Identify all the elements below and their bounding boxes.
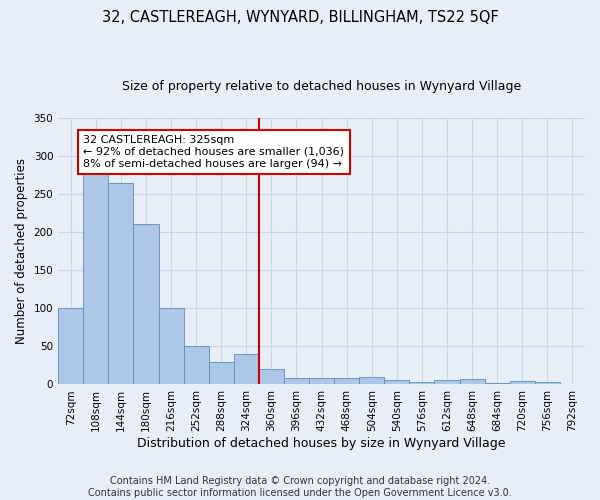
Bar [485,383,510,384]
Bar [359,377,385,384]
Bar [460,379,485,384]
Text: Contains HM Land Registry data © Crown copyright and database right 2024.
Contai: Contains HM Land Registry data © Crown c… [88,476,512,498]
X-axis label: Distribution of detached houses by size in Wynyard Village: Distribution of detached houses by size … [137,437,506,450]
Bar [284,378,309,384]
Bar [309,378,334,384]
Bar [158,308,184,384]
Bar [209,362,234,384]
Bar [434,380,460,384]
Bar [184,346,209,385]
Bar [83,166,109,384]
Bar [334,378,359,384]
Bar [385,380,409,384]
Bar [109,182,133,384]
Bar [510,382,535,384]
Bar [409,382,434,384]
Title: Size of property relative to detached houses in Wynyard Village: Size of property relative to detached ho… [122,80,521,93]
Bar [133,224,158,384]
Text: 32 CASTLEREAGH: 325sqm
← 92% of detached houses are smaller (1,036)
8% of semi-d: 32 CASTLEREAGH: 325sqm ← 92% of detached… [83,136,344,168]
Y-axis label: Number of detached properties: Number of detached properties [15,158,28,344]
Bar [535,382,560,384]
Text: 32, CASTLEREAGH, WYNYARD, BILLINGHAM, TS22 5QF: 32, CASTLEREAGH, WYNYARD, BILLINGHAM, TS… [101,10,499,25]
Bar [259,369,284,384]
Bar [234,354,259,384]
Bar [58,308,83,384]
